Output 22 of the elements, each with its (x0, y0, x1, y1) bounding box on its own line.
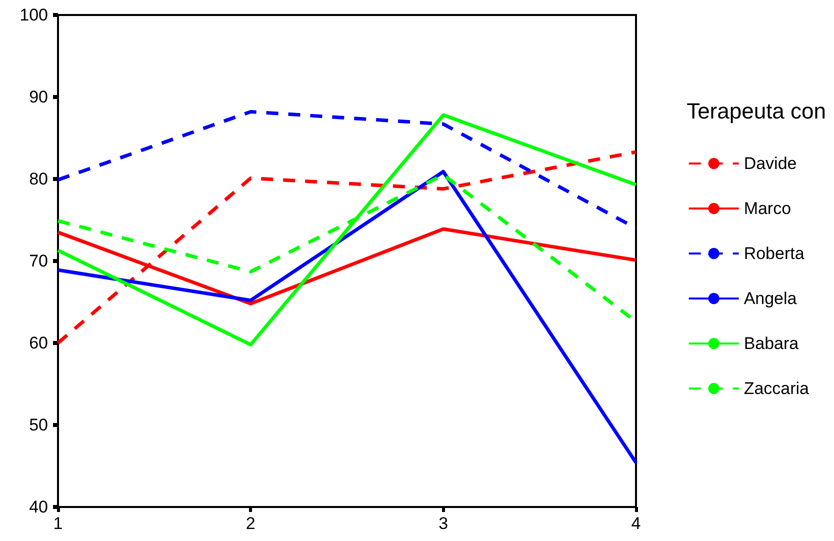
y-tick-label: 80 (29, 170, 48, 188)
line-series (56, 113, 638, 346)
y-tick-label: 60 (29, 334, 48, 352)
y-tick-label: 100 (20, 6, 48, 24)
y-tick-label: 90 (29, 88, 48, 106)
line-series (56, 170, 638, 464)
legend-label: Zaccaria (744, 379, 810, 398)
y-tick-label: 70 (29, 252, 48, 270)
y-tick-label: 50 (29, 416, 48, 434)
x-tick-label: 4 (631, 514, 641, 533)
legend-label: Babara (744, 334, 800, 353)
line-series (56, 110, 638, 230)
legend-title: Terapeuta con (686, 98, 826, 124)
legend-label: Davide (744, 154, 797, 173)
x-tick-label: 2 (246, 514, 256, 533)
legend-label: Marco (744, 199, 792, 218)
line-series (56, 150, 638, 345)
legend-label: Angela (744, 289, 798, 308)
x-tick-label: 3 (438, 514, 448, 533)
legend-label: Roberta (744, 244, 805, 263)
y-tick-label: 40 (29, 498, 48, 516)
x-tick-label: 1 (53, 514, 63, 533)
